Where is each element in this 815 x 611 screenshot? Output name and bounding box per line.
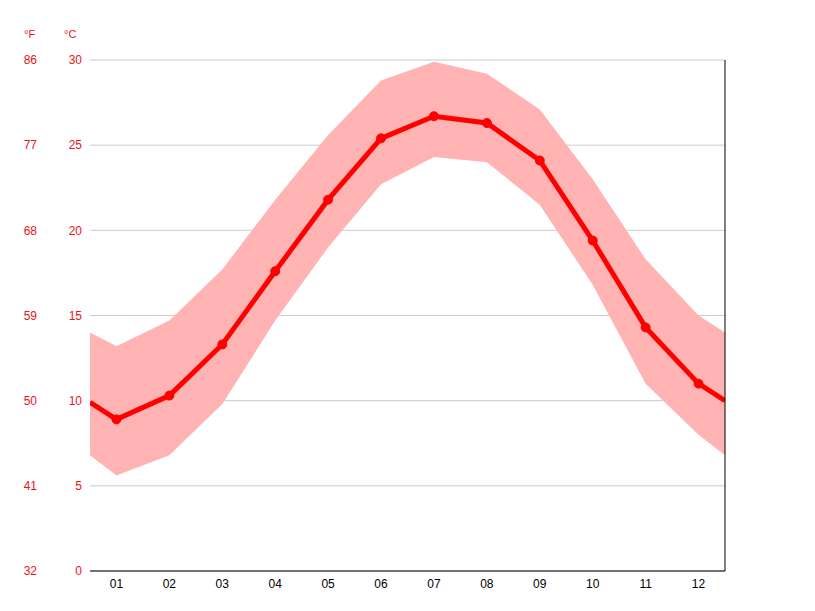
svg-text:50: 50 (24, 394, 38, 408)
svg-text:59: 59 (24, 309, 38, 323)
svg-text:15: 15 (69, 309, 83, 323)
svg-text:5: 5 (75, 479, 82, 493)
svg-text:10: 10 (586, 577, 600, 591)
svg-text:0: 0 (75, 564, 82, 578)
svg-text:20: 20 (69, 224, 83, 238)
svg-text:77: 77 (24, 138, 38, 152)
svg-text:03: 03 (216, 577, 230, 591)
svg-text:11: 11 (639, 577, 652, 591)
svg-text:07: 07 (427, 577, 441, 591)
svg-text:86: 86 (24, 53, 38, 67)
svg-text:25: 25 (69, 138, 83, 152)
svg-text:06: 06 (374, 577, 388, 591)
svg-text:12: 12 (692, 577, 706, 591)
html-text:°C: °C (64, 28, 77, 40)
html-text:°F: °F (24, 28, 36, 40)
svg-text:68: 68 (24, 224, 38, 238)
svg-text:30: 30 (69, 53, 83, 67)
svg-text:01: 01 (110, 577, 124, 591)
svg-text:32: 32 (24, 564, 38, 578)
svg-text:08: 08 (480, 577, 494, 591)
svg-text:09: 09 (533, 577, 547, 591)
svg-text:04: 04 (269, 577, 283, 591)
svg-text:41: 41 (24, 479, 38, 493)
svg-text:10: 10 (69, 394, 83, 408)
svg-text:02: 02 (163, 577, 177, 591)
svg-text:05: 05 (321, 577, 335, 591)
